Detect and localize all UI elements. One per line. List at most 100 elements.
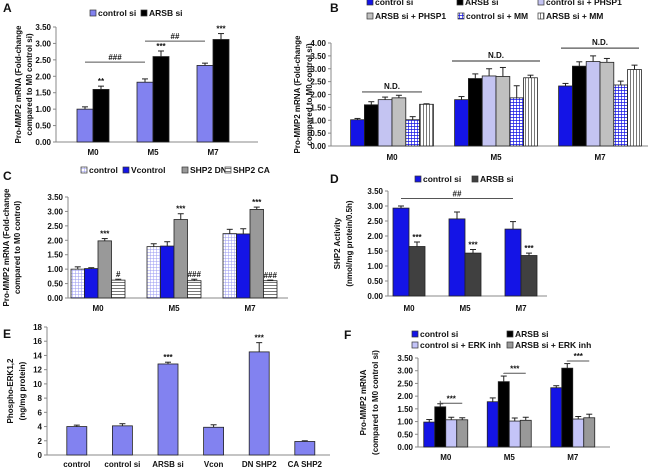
bar-arsb-si-m5: [498, 382, 509, 447]
legend-swatch: [415, 176, 421, 182]
legend-label: ARSB si + PHSP1: [375, 11, 446, 21]
bar-arsb-si-m7: [521, 256, 537, 297]
legend-swatch: [457, 0, 463, 5]
y-tick-label: 2.50: [397, 379, 413, 388]
panel-letter: D: [330, 172, 339, 186]
y-tick-label: 2.50: [47, 222, 63, 231]
significance-label: ***: [100, 230, 110, 239]
bar-control-si-phsp1-m7: [586, 62, 600, 146]
x-tick-label: M0: [440, 453, 452, 462]
y-axis-label: Phospho-ERK1,2: [6, 358, 15, 423]
bar-shp2-dn-m5: [174, 220, 188, 298]
legend-swatch: [472, 176, 478, 182]
y-axis-label: Pro-MMP2 mRNA (Fold-change: [2, 188, 11, 306]
y-tick-label: 1.50: [35, 89, 51, 98]
y-tick-label: 3.00: [35, 39, 51, 48]
bar-arsb-si-m7: [213, 39, 229, 142]
y-tick-label: 0.00: [310, 142, 326, 151]
bar-control-si-m5: [487, 402, 498, 447]
legend-item: ARSB si: [141, 8, 183, 18]
legend-item: control si + PHSP1: [538, 0, 622, 7]
legend-item: ARSB si + MM: [538, 11, 603, 21]
bar-control-si-erk-inh-m5: [509, 421, 520, 447]
bar-arsb-si-phsp1-m5: [496, 76, 510, 146]
y-tick-label: 18: [33, 323, 42, 332]
significance-label: ***: [468, 241, 478, 250]
x-tick-label: M5: [168, 304, 180, 313]
significance-label: ###: [188, 270, 202, 279]
legend-label: ARSB si + ERK inh: [515, 340, 591, 350]
significance-label: **: [98, 77, 105, 86]
bar-shp2-ca-m5: [188, 281, 202, 298]
bar-arsb-si-m5: [153, 57, 169, 142]
x-tick-label: M7: [244, 304, 256, 313]
bar-control-si-phsp1-m0: [378, 100, 392, 146]
bar-control-si-m0: [393, 208, 409, 296]
y-tick-label: 1.00: [397, 418, 413, 427]
legend-swatch: [90, 10, 96, 16]
legend-label: Vcontrol: [131, 165, 165, 175]
bracket-label: ###: [108, 53, 122, 62]
y-tick-label: 1.50: [310, 103, 326, 112]
y-tick-label: 0.00: [397, 443, 413, 452]
y-tick-label: 0.00: [367, 292, 383, 301]
legend-swatch: [538, 13, 544, 19]
bar-value-ca-shp2: [295, 441, 315, 455]
x-tick-label: DN SHP2: [242, 460, 277, 469]
y-tick-label: 3.50: [397, 354, 413, 363]
bar-control-si-phsp1-m5: [482, 76, 496, 146]
legend-label: ARSB si: [465, 0, 499, 7]
significance-label: ***: [176, 205, 186, 214]
bar-control-si-m5: [449, 219, 465, 296]
legend-label: control si + PHSP1: [546, 0, 622, 7]
bar-control-si-m0: [351, 120, 365, 146]
significance-label: ***: [412, 233, 422, 242]
significance-label: ###: [264, 271, 278, 280]
legend-label: ARSB si + MM: [546, 11, 603, 21]
x-tick-label: M5: [504, 453, 516, 462]
legend-swatch: [81, 167, 87, 173]
y-axis-label: Pro-MMP2 mRNA: [359, 369, 368, 435]
bar-arsb-si-m0: [93, 89, 109, 142]
bar-arsb-si-phsp1-m7: [600, 62, 614, 146]
y-tick-label: 3.50: [47, 193, 63, 202]
y-tick-label: 2.00: [397, 392, 413, 401]
y-axis-label: Pro-MMP2 mRNA (Fold-change: [293, 35, 302, 153]
bar-arsb-si-erk-inh-m0: [457, 420, 468, 447]
significance-label: ***: [524, 244, 534, 253]
x-tick-label: M5: [459, 304, 471, 313]
bar-control-si-m7: [505, 229, 521, 296]
x-tick-label: M0: [92, 304, 104, 313]
nd-label: N.D.: [592, 38, 608, 47]
x-tick-label: M0: [87, 148, 99, 157]
y-axis-label: SHP2 Activity: [333, 217, 342, 269]
y-tick-label: 1.00: [310, 116, 326, 125]
bar-vcontrol-m7: [237, 234, 251, 298]
panel-letter: E: [3, 327, 11, 341]
bar-arsb-si-m0: [409, 247, 425, 297]
bar-value-arsb-si: [158, 364, 178, 455]
bar-control-si-m7: [551, 388, 562, 447]
y-tick-label: 2.50: [35, 56, 51, 65]
legend-label: control: [89, 165, 118, 175]
y-axis-label: (compared to M0 control si): [371, 350, 380, 455]
y-tick-label: 3.50: [310, 52, 326, 61]
bar-control-si-mm-m0: [406, 120, 420, 146]
panel-letter: B: [330, 1, 339, 15]
x-tick-label: M5: [147, 148, 159, 157]
significance-label: ***: [252, 198, 262, 207]
significance-label: #: [116, 270, 121, 279]
nd-label: N.D.: [488, 51, 504, 60]
bar-control-m5: [147, 247, 161, 298]
y-tick-label: 4.00: [310, 39, 326, 48]
significance-label: ***: [156, 42, 166, 51]
bar-control-si-m0: [77, 109, 93, 142]
y-tick-label: 2.50: [310, 78, 326, 87]
x-tick-label: M5: [490, 153, 502, 162]
bar-control-si-m7: [197, 65, 213, 142]
significance-label: ***: [216, 25, 226, 34]
